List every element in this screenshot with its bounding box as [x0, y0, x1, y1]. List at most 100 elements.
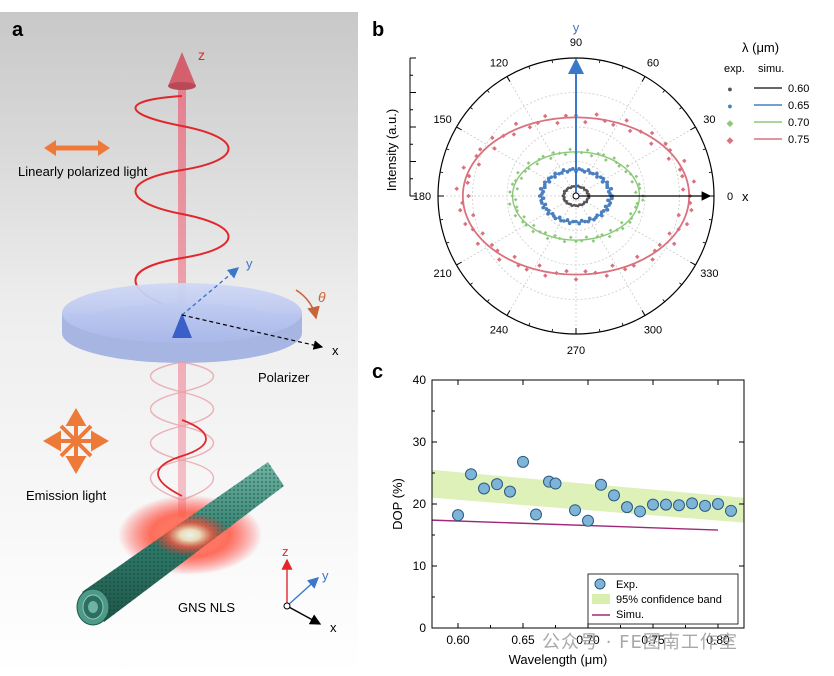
- exp-point-0.70: [624, 169, 628, 174]
- exp-point: [621, 501, 633, 514]
- exp-point-0.60: [570, 204, 574, 208]
- z-axis-label-top: z: [198, 47, 205, 63]
- polar-minor-tick: [506, 76, 509, 80]
- exp-point-0.70: [628, 220, 632, 225]
- exp-point-0.75: [511, 132, 517, 137]
- exp-point-0.70: [585, 148, 590, 153]
- polar-minor-tick: [470, 106, 473, 110]
- exp-point-0.65: [537, 194, 542, 198]
- exp-point-0.65: [600, 180, 605, 184]
- exp-point-0.65: [609, 187, 614, 191]
- coord-x-label: x: [330, 620, 337, 635]
- legend-label: 95% confidence band: [616, 594, 722, 606]
- exp-point-0.75: [627, 128, 633, 134]
- exp-point-0.75: [454, 186, 459, 192]
- legend-header-exp: exp.: [724, 63, 745, 75]
- exp-point-0.70: [513, 197, 518, 202]
- exp-point-0.75: [477, 147, 483, 152]
- emission-light-label: Emission light: [26, 488, 107, 503]
- exp-point-0.70: [553, 233, 558, 238]
- exp-point: [673, 499, 685, 512]
- polar-angle-label: 120: [490, 58, 508, 70]
- exp-point-0.65: [595, 213, 599, 217]
- exp-point: [712, 498, 724, 510]
- exp-point-0.75: [555, 120, 560, 126]
- exp-point-0.65: [540, 201, 544, 205]
- exp-point-0.65: [582, 170, 587, 174]
- exp-point-0.65: [560, 171, 564, 175]
- exp-point-0.70: [589, 153, 594, 158]
- polar-grid-spoke: [506, 195, 577, 316]
- exp-point-0.65: [565, 170, 570, 174]
- chart-legend-box: [587, 573, 739, 625]
- polar-angle-label: 180: [413, 191, 431, 203]
- exp-point-0.75: [554, 270, 559, 276]
- exp-point-0.65: [557, 215, 562, 220]
- exp-point-0.65: [606, 189, 611, 194]
- exp-point-0.75: [624, 118, 629, 123]
- exp-point: [608, 489, 620, 502]
- linear-light-label: Linearly polarized light: [18, 164, 148, 179]
- exp-point-0.75: [466, 173, 472, 179]
- polar-minor-tick: [551, 60, 553, 64]
- exp-point-0.75: [476, 162, 482, 167]
- legend-label-0.65: 0.65: [788, 100, 809, 112]
- exp-point-0.75: [543, 273, 548, 278]
- exp-point-0.75: [680, 173, 685, 179]
- polar-x-axis-label: x: [742, 189, 749, 204]
- polar-grid-spoke: [575, 76, 646, 197]
- exp-point-0.70: [521, 220, 525, 224]
- exp-point-0.75: [537, 263, 542, 268]
- exp-point-0.75: [680, 187, 686, 192]
- legend-marker-0.60: ●: [727, 84, 732, 94]
- exp-point-0.65: [606, 198, 610, 203]
- exp-point-0.75: [594, 112, 599, 117]
- exp-point-0.70: [557, 236, 562, 241]
- exp-point-0.75: [524, 267, 529, 272]
- exp-point-0.65: [591, 171, 595, 176]
- polarization-arrow-right: [98, 140, 110, 156]
- legend-exp-marker: [594, 578, 606, 590]
- polar-grid-spoke: [575, 195, 696, 266]
- exp-point-0.75: [463, 221, 468, 227]
- exp-point-0.70: [584, 235, 589, 239]
- exp-point-0.75: [631, 263, 637, 268]
- exp-point-0.70: [515, 186, 520, 191]
- polar-minor-tick: [551, 328, 553, 332]
- legend-marker-0.70: ◆: [727, 118, 734, 128]
- exp-point: [725, 504, 737, 517]
- watermark: 公众号 · FE图南工作室: [542, 632, 738, 653]
- theta-arc: [295, 289, 320, 320]
- exp-point-0.70: [557, 151, 562, 156]
- exp-point-0.70: [531, 223, 536, 228]
- polar-minor-tick: [702, 148, 706, 151]
- exp-point-0.65: [599, 175, 603, 179]
- polar-minor-tick: [599, 60, 601, 64]
- polar-grid-spoke: [456, 195, 577, 266]
- polar-minor-tick: [599, 328, 601, 332]
- exp-point-0.70: [607, 234, 612, 239]
- dop-chart: 0 10 20 30 40 0.60 0.65 0.70 0.75 0.80 Wavelength …: [390, 373, 745, 667]
- polar-angle-label: 300: [644, 324, 662, 336]
- exp-point-0.60: [565, 189, 568, 192]
- exp-point-0.65: [546, 176, 551, 181]
- exp-point-0.75: [649, 130, 655, 136]
- polar-angle-label: 210: [433, 268, 451, 280]
- exp-point-0.65: [608, 201, 613, 205]
- exp-point-0.65: [561, 168, 566, 172]
- exp-point: [478, 482, 490, 495]
- exp-point: [595, 478, 607, 491]
- polar-minor-tick: [446, 148, 450, 151]
- panel-c: c 0 10 20 30 40 0.60 0.65 0.70 0.75 0.80 Wavelengt…: [372, 361, 745, 667]
- exp-point-0.65: [553, 216, 558, 221]
- exp-point: [686, 497, 698, 510]
- exp-point-0.65: [586, 219, 591, 224]
- polarizer-center-cone: [172, 313, 192, 338]
- legend-label: Simu.: [616, 609, 644, 621]
- exp-point-0.70: [510, 194, 515, 198]
- exp-point-0.65: [553, 171, 557, 176]
- x-tick-label: 0.65: [511, 633, 535, 647]
- confidence-band: [432, 469, 744, 523]
- exp-point-0.70: [579, 238, 584, 243]
- exp-point: [569, 504, 581, 517]
